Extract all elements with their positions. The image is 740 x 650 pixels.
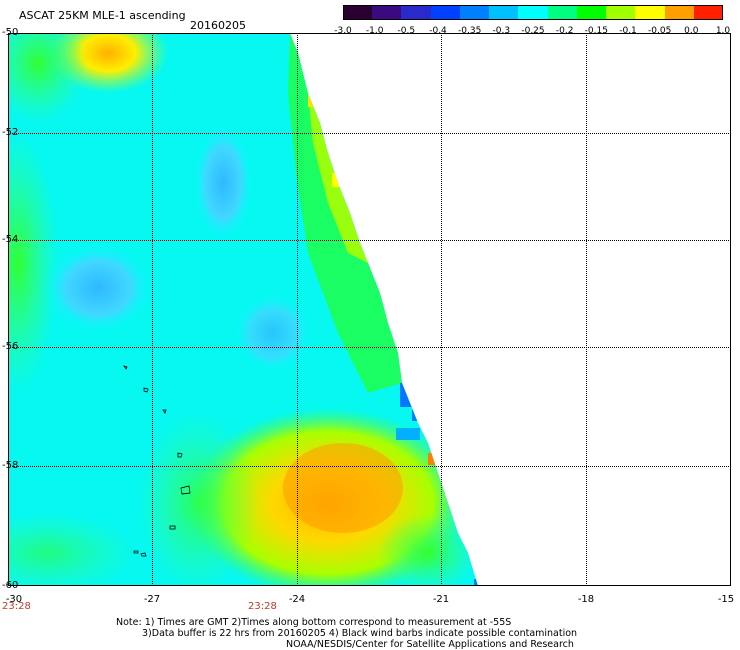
colorbar-label: 0.0 bbox=[684, 26, 699, 36]
colorbar-label: -0.25 bbox=[521, 26, 545, 36]
ascat-field-map bbox=[8, 33, 478, 586]
y-tick-label: -56 bbox=[2, 341, 19, 352]
colorbar-label: -0.35 bbox=[458, 26, 482, 36]
colorbar-segment bbox=[635, 5, 666, 20]
colorbar-label: 1.0 bbox=[715, 26, 731, 36]
grid-line-lat-58 bbox=[8, 466, 731, 467]
colorbar-label: -0.4 bbox=[429, 26, 447, 36]
product-date: 20160205 bbox=[190, 19, 246, 32]
product-title: ASCAT 25KM MLE-1 ascending bbox=[19, 9, 186, 22]
colorbar-label: -0.05 bbox=[648, 26, 672, 36]
colorbar-segment bbox=[372, 5, 402, 20]
note-line-3: NOAA/NESDIS/Center for Satellite Applica… bbox=[286, 639, 574, 650]
colorbar-label: -0.2 bbox=[555, 26, 574, 36]
colorbar-segment bbox=[693, 5, 724, 20]
colorbar-segment bbox=[606, 5, 636, 20]
colorbar-label: -1.0 bbox=[365, 26, 384, 36]
grid-line-lon-21 bbox=[441, 33, 442, 586]
y-tick-label: -52 bbox=[2, 127, 19, 138]
colorbar-segment bbox=[459, 5, 490, 20]
grid-line-lon-27 bbox=[152, 33, 153, 586]
grid-line-lon-18 bbox=[586, 33, 587, 586]
colorbar-segment bbox=[518, 5, 549, 20]
y-tick-label: -54 bbox=[2, 234, 19, 245]
note-line-2: 3)Data buffer is 22 hrs from 20160205 4)… bbox=[142, 628, 578, 639]
colorbar-segment bbox=[430, 5, 461, 20]
colorbar-label: -0.1 bbox=[619, 26, 637, 36]
colorbar-segment bbox=[547, 5, 578, 20]
colorbar-segment bbox=[664, 5, 695, 20]
colorbar-segment bbox=[343, 5, 373, 20]
island-outlines bbox=[123, 365, 191, 557]
grid-line-lat-56 bbox=[8, 347, 731, 348]
y-tick-label: -50 bbox=[2, 27, 19, 38]
y-tick-label: -60 bbox=[2, 580, 19, 591]
colorbar-label: -0.5 bbox=[397, 26, 416, 36]
y-tick-label: -58 bbox=[2, 460, 19, 471]
colorbar-segment bbox=[576, 5, 607, 20]
x-tick-label: -15 bbox=[717, 594, 735, 605]
colorbar-border bbox=[343, 5, 723, 20]
colorbar-label: -3.0 bbox=[334, 26, 352, 36]
x-tick-label: -18 bbox=[577, 594, 595, 605]
grid-line-lon-24 bbox=[297, 33, 298, 586]
map-frame bbox=[8, 33, 731, 586]
colorbar-segment bbox=[489, 5, 519, 20]
colorbar-segment bbox=[401, 5, 432, 20]
x-tick-label: -21 bbox=[432, 594, 450, 605]
x-tick-label: -30 bbox=[5, 594, 23, 605]
x-tick-label: -24 bbox=[288, 594, 306, 605]
note-line-1: Note: 1) Times are GMT 2)Times along bot… bbox=[116, 617, 512, 628]
colorbar-label: -0.15 bbox=[584, 26, 608, 36]
grid-line-lat-54 bbox=[8, 240, 731, 241]
time-label: 23:28 bbox=[2, 601, 31, 612]
time-label: 23:28 bbox=[248, 601, 277, 612]
colorbar-label: -0.3 bbox=[492, 26, 511, 36]
x-tick-label: -27 bbox=[143, 594, 161, 605]
grid-line-lat-52 bbox=[8, 133, 731, 134]
